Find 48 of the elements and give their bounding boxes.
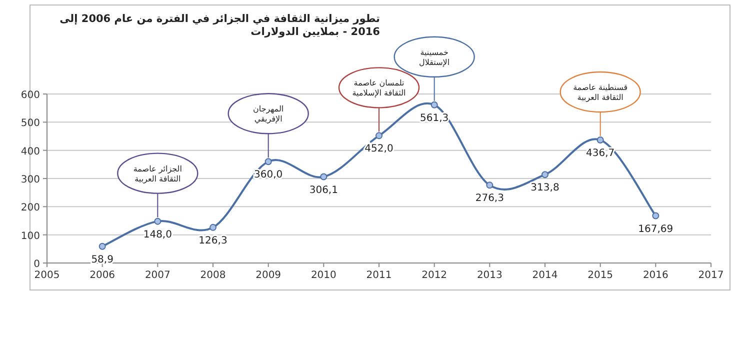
x-tick-label: 2010 — [310, 270, 336, 281]
data-label: 561,3 — [420, 112, 449, 124]
data-label: 452,0 — [364, 144, 394, 155]
x-tick-label: 2012 — [422, 270, 448, 281]
data-label: 313,8 — [530, 182, 560, 194]
y-tick-label: 500 — [20, 118, 40, 130]
x-tick-label: 2011 — [366, 270, 392, 281]
x-tick-label: 2014 — [532, 270, 558, 281]
point — [486, 182, 494, 189]
chart-title: تطور ميزانية الثقافة في الجزائر في الفترة من عام 2006 إلى 2016 - بملايين الدولارات — [60, 13, 380, 38]
x-tick-label: 2006 — [90, 270, 116, 281]
point — [264, 158, 272, 166]
point — [430, 101, 438, 108]
y-tick-label: 100 — [20, 230, 40, 242]
x-tick-label: 2008 — [200, 270, 226, 281]
data-label: 276,3 — [475, 193, 504, 204]
point — [154, 218, 162, 225]
point — [652, 212, 660, 220]
point — [376, 132, 382, 140]
point — [596, 136, 604, 144]
data-label: 306,1 — [309, 184, 338, 196]
x-tick-label: 2007 — [144, 270, 170, 281]
data-label: 148,0 — [143, 229, 172, 240]
point — [320, 173, 328, 180]
annotation: تلمسان عاصمة الثقافة الإسلامية — [352, 78, 406, 98]
point — [210, 224, 216, 231]
data-label: 167,69 — [638, 224, 674, 235]
annotation: قسنطينة عاصمة الثقافة العربية — [573, 82, 628, 102]
x-tick-label: 2013 — [476, 270, 502, 281]
data-label: 436,7 — [586, 148, 615, 159]
data-label: 126,3 — [198, 235, 228, 246]
x-tick-label: 2015 — [588, 270, 614, 281]
data-label: 360,0 — [254, 170, 283, 181]
x-tick-label: 2005 — [34, 270, 60, 281]
y-tick-label: 200 — [20, 202, 40, 214]
x-tick-label: 2016 — [642, 270, 668, 281]
data-label: 58,9 — [91, 254, 114, 266]
y-tick-label: 0 — [34, 259, 40, 270]
y-tick-label: 400 — [20, 146, 40, 158]
y-tick-label: 300 — [20, 174, 40, 186]
annotation: خمسينية الإستقلال — [419, 48, 450, 67]
annotation: المهرجان الإفريقي — [253, 104, 284, 124]
point — [98, 242, 106, 250]
x-tick-label: 2017 — [698, 270, 724, 281]
annotation: الجزائر عاصمة الثقافة العربية — [133, 164, 182, 184]
y-tick-label: 600 — [20, 90, 40, 101]
x-tick-label: 2009 — [256, 270, 282, 281]
point — [542, 171, 548, 178]
